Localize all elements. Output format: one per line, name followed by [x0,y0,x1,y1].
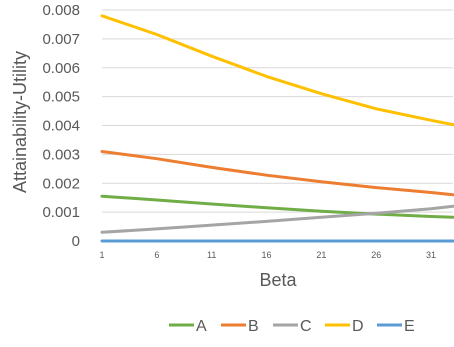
x-tick-label: 6 [154,250,159,260]
gridlines [102,9,453,242]
x-tick-label: 16 [262,250,272,260]
y-tick-label: 0.005 [42,89,80,106]
y-tick-label: 0.002 [42,175,80,192]
series-line-c [100,204,454,234]
legend-label: A [196,318,207,335]
series-lines [100,14,454,243]
legend-item-c: C [273,318,312,335]
y-axis-ticks: 0 0.001 0.002 0.003 0.004 0.005 0.006 0.007 0.00… [42,2,80,250]
series-line-b [100,150,454,197]
y-tick-label: 0.006 [42,60,80,77]
x-tick-label: 1 [99,250,104,260]
legend-item-a: A [169,318,207,335]
legend-item-b: B [221,318,259,335]
legend-label: B [248,318,259,335]
series-line-d [100,14,454,127]
y-axis-title: Attainability-Utility [10,51,30,193]
legend-label: D [352,318,364,335]
x-tick-label: 11 [207,250,216,260]
legend-item-e: E [377,318,415,335]
y-tick-label: 0.007 [42,31,80,48]
legend-label: C [300,318,312,335]
y-tick-label: 0.001 [42,204,80,221]
x-axis-ticks: 1 6 11 16 21 26 31 [99,250,436,260]
x-tick-label: 31 [426,250,436,260]
x-tick-label: 26 [371,250,381,260]
legend-label: E [404,318,415,335]
legend: A B C D E [169,318,415,335]
x-axis-title: Beta [259,270,297,290]
y-tick-label: 0.003 [42,146,80,163]
y-tick-label: 0.004 [42,118,80,135]
series-line-a [100,194,454,219]
y-tick-label: 0 [72,233,80,250]
x-tick-label: 21 [316,250,326,260]
y-tick-label: 0.008 [42,2,80,19]
legend-item-d: D [325,318,364,335]
